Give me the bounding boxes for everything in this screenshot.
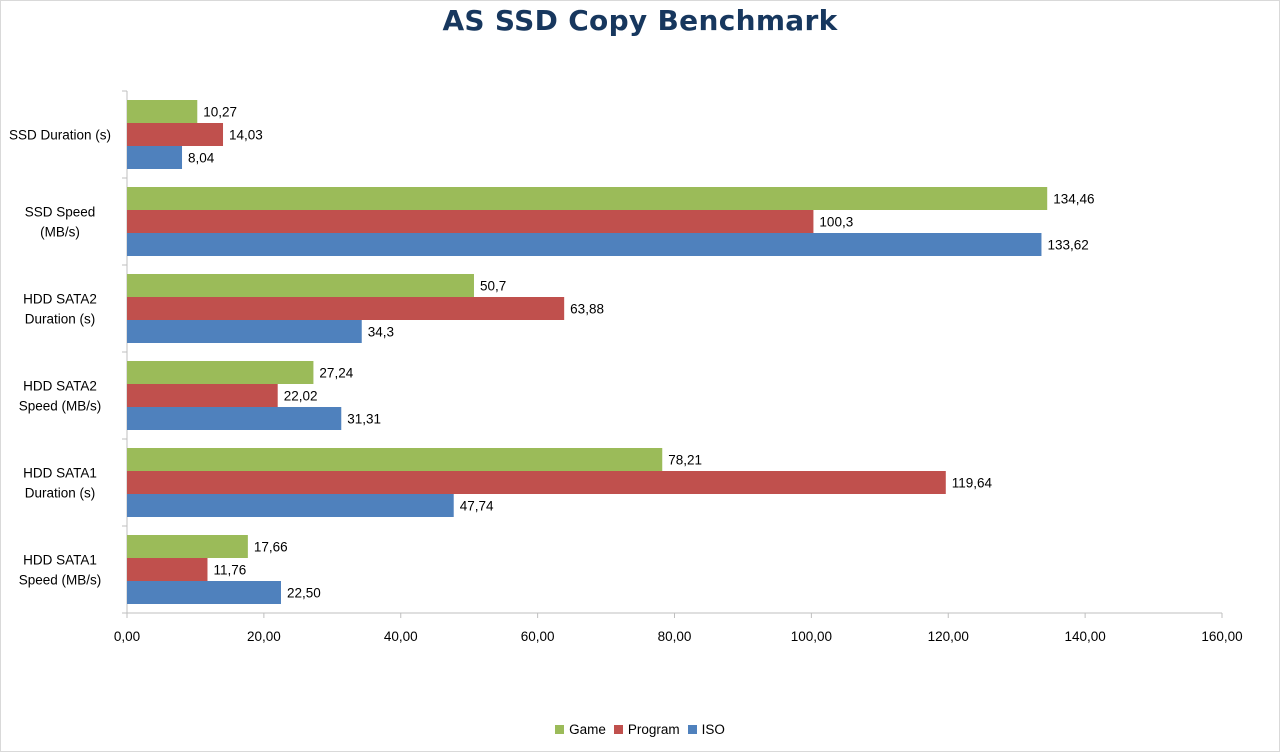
- bar-program: [127, 123, 224, 146]
- bar-program: [127, 471, 946, 494]
- x-tick-label: 0,00: [114, 629, 140, 644]
- bar-program: [127, 558, 208, 581]
- x-tick-label: 160,00: [1201, 629, 1242, 644]
- chart-title: AS SSD Copy Benchmark: [442, 4, 838, 37]
- data-label: 11,76: [213, 563, 246, 578]
- category-label: SSD Speed (MB/s): [25, 205, 96, 240]
- legend-swatch: [613, 725, 623, 734]
- x-tick-label: 100,00: [791, 629, 832, 644]
- data-label: 10,27: [203, 105, 237, 120]
- legend-swatch: [687, 725, 697, 734]
- data-label: 133,62: [1047, 238, 1088, 253]
- bar-game: [127, 187, 1048, 210]
- data-label: 22,02: [284, 389, 318, 404]
- data-label: 119,64: [952, 476, 993, 491]
- category-label: HDD SATA2 Duration (s): [23, 292, 97, 327]
- data-label: 47,74: [460, 499, 494, 514]
- bar-game: [127, 535, 248, 558]
- legend-swatch: [555, 725, 565, 734]
- data-label: 17,66: [254, 540, 288, 555]
- bar-iso: [127, 494, 454, 517]
- data-label: 50,7: [480, 279, 506, 294]
- legend-item-program: Program: [613, 722, 680, 737]
- data-label: 22,50: [287, 586, 321, 601]
- category-label: HDD SATA1 Speed (MB/s): [19, 553, 102, 588]
- bar-program: [127, 297, 565, 320]
- legend: Game Program ISO: [0, 722, 1280, 737]
- data-label: 31,31: [347, 412, 381, 427]
- category-label: SSD Duration (s): [9, 128, 111, 143]
- data-label: 100,3: [819, 215, 853, 230]
- legend-item-iso: ISO: [687, 722, 725, 737]
- data-label: 78,21: [668, 453, 702, 468]
- legend-label: Program: [627, 722, 680, 737]
- data-label: 34,3: [368, 325, 394, 340]
- data-label: 14,03: [229, 128, 263, 143]
- bar-iso: [127, 146, 183, 169]
- bar-game: [127, 448, 663, 471]
- data-label: 8,04: [188, 151, 215, 166]
- x-tick-label: 80,00: [658, 629, 692, 644]
- category-label: HDD SATA2 Speed (MB/s): [19, 379, 102, 414]
- bar-game: [127, 100, 198, 123]
- data-label: 134,46: [1053, 192, 1094, 207]
- bar-game: [127, 274, 474, 297]
- bar-program: [127, 384, 278, 407]
- bar-iso: [127, 407, 342, 430]
- x-tick-label: 120,00: [928, 629, 969, 644]
- x-tick-label: 140,00: [1064, 629, 1105, 644]
- legend-label: ISO: [701, 722, 725, 737]
- data-label: 27,24: [319, 366, 353, 381]
- legend-label: Game: [569, 722, 606, 737]
- x-tick-label: 20,00: [247, 629, 281, 644]
- data-label: 63,88: [570, 302, 604, 317]
- category-label: HDD SATA1 Duration (s): [23, 466, 97, 501]
- bar-program: [127, 210, 814, 233]
- bar-iso: [127, 233, 1042, 256]
- bar-iso: [127, 581, 281, 604]
- x-tick-label: 60,00: [521, 629, 555, 644]
- legend-item-game: Game: [555, 722, 606, 737]
- bar-iso: [127, 320, 362, 343]
- x-tick-label: 40,00: [384, 629, 418, 644]
- bar-game: [127, 361, 314, 384]
